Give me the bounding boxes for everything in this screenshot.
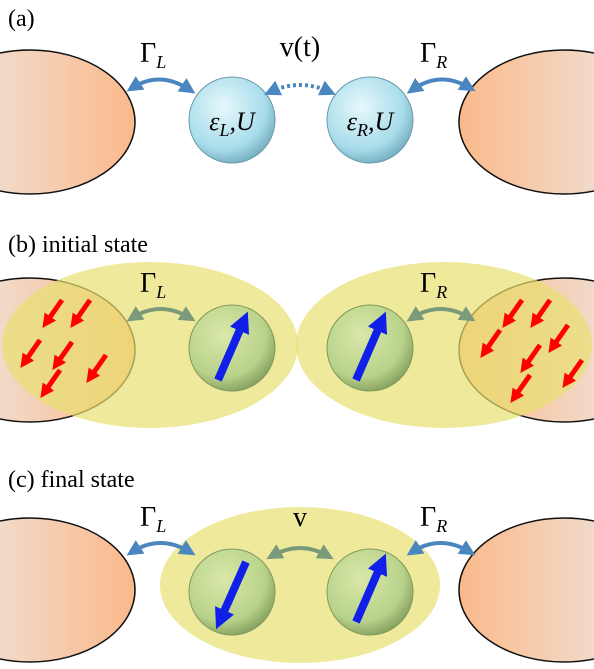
subscript: R: [435, 516, 447, 536]
lead: [458, 49, 594, 195]
subscript: L: [155, 52, 166, 72]
arrow: [406, 306, 476, 322]
suffix: ,U: [368, 107, 396, 136]
subscript: L: [218, 120, 229, 140]
subscript: L: [155, 516, 166, 536]
spin: [214, 311, 250, 382]
lead: [0, 49, 136, 195]
spin: [352, 553, 388, 624]
coupling-label: v(t): [280, 32, 320, 63]
arrow: [126, 540, 196, 556]
gamma-label: ΓL: [140, 502, 166, 536]
dot-label: εR,U: [347, 107, 396, 140]
subscript: L: [155, 282, 166, 302]
subscript: R: [356, 120, 368, 140]
spin: [215, 560, 250, 630]
symbol: ε: [209, 107, 220, 136]
arrow: [264, 80, 336, 96]
symbol: Γ: [140, 502, 156, 533]
arrow: [266, 544, 334, 560]
subscript: R: [435, 282, 447, 302]
panel-label: (a): [8, 6, 35, 32]
gamma-label: ΓR: [420, 38, 447, 72]
symbol: Γ: [140, 268, 156, 299]
subscript: R: [435, 52, 447, 72]
gamma-label: ΓR: [420, 502, 447, 536]
symbol: ε: [347, 107, 358, 136]
panel-label: (b) initial state: [8, 232, 148, 258]
spin: [352, 311, 388, 382]
lead: [458, 517, 594, 663]
gamma-label: ΓR: [420, 268, 447, 302]
dot: [326, 76, 414, 164]
lead: [0, 517, 136, 663]
suffix: ,U: [229, 107, 257, 136]
dot-label: εL,U: [209, 107, 257, 140]
arrow: [126, 306, 196, 322]
symbol: Γ: [420, 38, 436, 69]
arrow: [126, 76, 196, 94]
lead-spins: [20, 298, 585, 404]
coupling-label: v: [293, 502, 307, 533]
arrow: [406, 540, 476, 556]
symbol: Γ: [140, 38, 156, 69]
dot: [188, 76, 276, 164]
panel-label: (c) final state: [8, 467, 135, 493]
gamma-label: ΓL: [140, 268, 166, 302]
symbol: Γ: [420, 268, 436, 299]
symbol: Γ: [420, 502, 436, 533]
arrow: [406, 76, 476, 94]
gamma-label: ΓL: [140, 38, 166, 72]
